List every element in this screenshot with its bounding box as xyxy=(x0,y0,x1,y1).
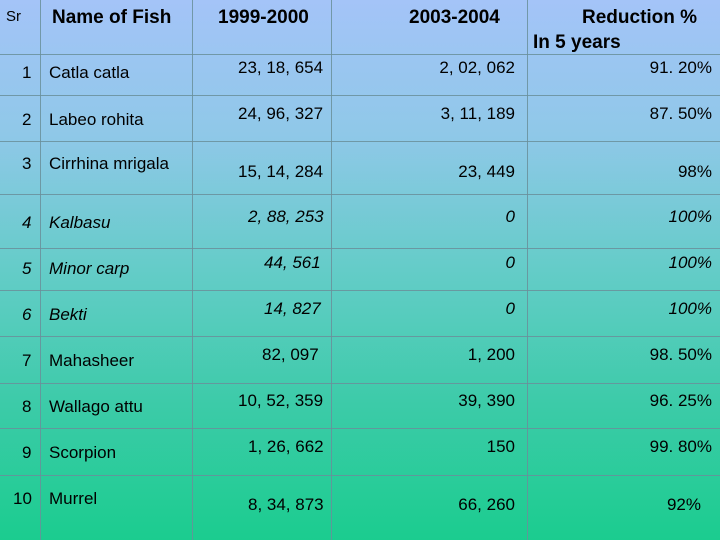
row-4-1999-2000: 2, 88, 253 xyxy=(248,207,324,226)
row-2-2003-2004: 3, 11, 189 xyxy=(440,104,515,123)
row-6-reduction: 100% xyxy=(668,299,712,318)
row-9-2003-2004: 150 xyxy=(486,437,515,456)
row-10-sr: 10 xyxy=(13,489,32,508)
row-10-1999-2000: 8, 34, 873 xyxy=(248,495,324,514)
row-2-1999-2000: 24, 96, 327 xyxy=(238,104,324,123)
row-divider xyxy=(0,141,720,142)
row-divider xyxy=(0,336,720,337)
header-1999-2000: 1999-2000 xyxy=(218,7,309,28)
row-7-2003-2004: 1, 200 xyxy=(467,345,515,364)
row-divider xyxy=(0,95,720,96)
row-10-name: Murrel xyxy=(49,489,98,508)
header-in-5-years: In 5 years xyxy=(533,32,621,53)
row-5-sr: 5 xyxy=(22,259,32,278)
column-divider xyxy=(40,0,41,540)
row-1-sr: 1 xyxy=(22,63,32,82)
row-4-name: Kalbasu xyxy=(49,213,111,232)
row-8-1999-2000: 10, 52, 359 xyxy=(238,391,324,410)
row-5-2003-2004: 0 xyxy=(505,253,515,272)
row-8-reduction: 96. 25% xyxy=(649,391,712,410)
row-5-1999-2000: 44, 561 xyxy=(264,253,321,272)
row-3-1999-2000: 15, 14, 284 xyxy=(238,162,324,181)
row-7-sr: 7 xyxy=(22,351,32,370)
row-divider xyxy=(0,248,720,249)
row-3-2003-2004: 23, 449 xyxy=(458,162,515,181)
row-4-2003-2004: 0 xyxy=(505,207,515,226)
row-8-2003-2004: 39, 390 xyxy=(458,391,515,410)
row-4-sr: 4 xyxy=(22,213,32,232)
row-divider xyxy=(0,383,720,384)
row-divider xyxy=(0,475,720,476)
row-7-reduction: 98. 50% xyxy=(649,345,712,364)
row-6-name: Bekti xyxy=(49,305,87,324)
row-6-2003-2004: 0 xyxy=(505,299,515,318)
row-3-reduction: 98% xyxy=(677,162,712,181)
row-5-name: Minor carp xyxy=(49,259,130,278)
row-1-reduction: 91. 20% xyxy=(649,58,712,77)
row-2-name: Labeo rohita xyxy=(49,110,144,129)
row-9-name: Scorpion xyxy=(49,443,117,462)
row-9-1999-2000: 1, 26, 662 xyxy=(248,437,324,456)
column-divider xyxy=(192,0,193,540)
header-reduction: Reduction % xyxy=(582,7,698,28)
row-7-1999-2000: 82, 097 xyxy=(262,345,319,364)
row-3-name: Cirrhina mrigala xyxy=(49,154,169,173)
row-10-reduction: 92% xyxy=(666,495,701,514)
row-divider xyxy=(0,428,720,429)
row-1-1999-2000: 23, 18, 654 xyxy=(238,58,324,77)
row-10-2003-2004: 66, 260 xyxy=(458,495,515,514)
row-divider xyxy=(0,290,720,291)
row-2-sr: 2 xyxy=(22,110,32,129)
row-6-1999-2000: 14, 827 xyxy=(264,299,321,318)
row-9-sr: 9 xyxy=(22,443,32,462)
header-sr: Sr xyxy=(6,8,21,25)
column-divider xyxy=(331,0,332,540)
row-divider xyxy=(0,194,720,195)
row-1-2003-2004: 2, 02, 062 xyxy=(439,58,515,77)
header-2003-2004: 2003-2004 xyxy=(409,7,500,28)
header-name-of-fish: Name of Fish xyxy=(52,7,172,28)
row-8-name: Wallago attu xyxy=(49,397,143,416)
row-divider xyxy=(0,54,720,55)
column-divider xyxy=(527,0,528,540)
row-9-reduction: 99. 80% xyxy=(649,437,712,456)
row-6-sr: 6 xyxy=(22,305,32,324)
row-8-sr: 8 xyxy=(22,397,32,416)
row-1-name: Catla catla xyxy=(49,63,130,82)
row-3-sr: 3 xyxy=(22,154,32,173)
row-4-reduction: 100% xyxy=(668,207,712,226)
row-2-reduction: 87. 50% xyxy=(649,104,712,123)
row-5-reduction: 100% xyxy=(668,253,712,272)
row-7-name: Mahasheer xyxy=(49,351,135,370)
